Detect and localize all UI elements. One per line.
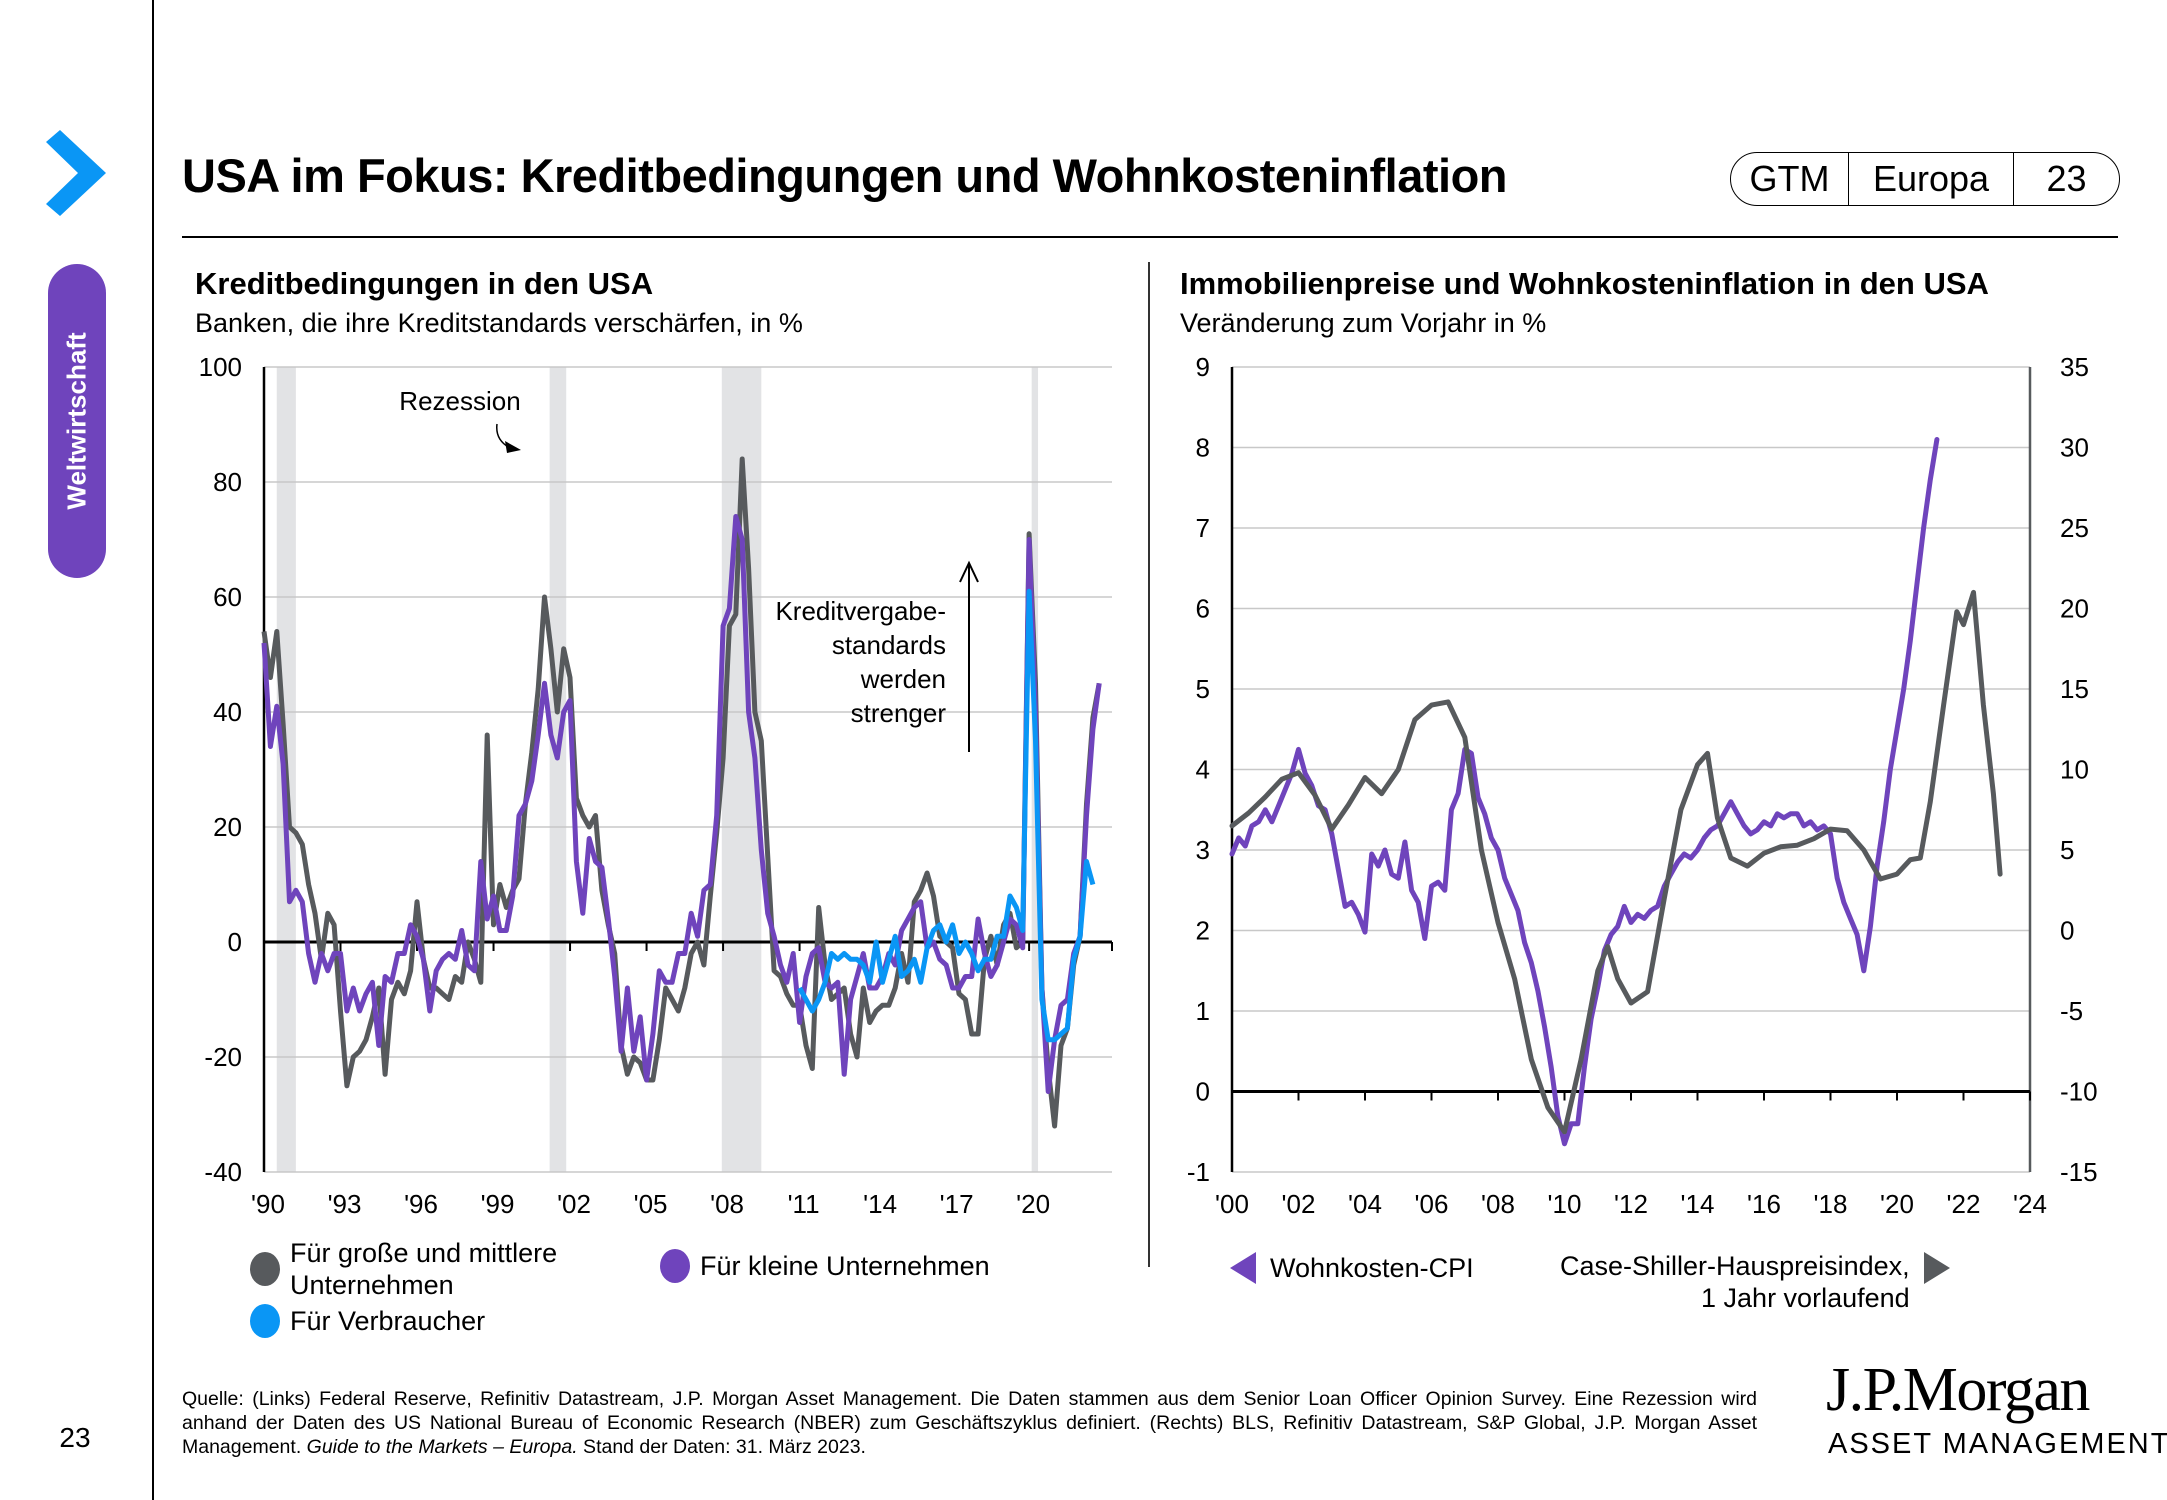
legend-label: Wohnkosten-CPI bbox=[1270, 1253, 1474, 1283]
y-tick-label: -20 bbox=[204, 1042, 242, 1072]
right-chart-subtitle: Veränderung zum Vorjahr in % bbox=[1180, 308, 1547, 338]
chevron-right-icon[interactable] bbox=[40, 128, 112, 218]
legend-item-consumer: Für Verbraucher bbox=[250, 1304, 485, 1338]
y-tick-label: 0 bbox=[228, 927, 242, 957]
legend-label: Case-Shiller-Hauspreisindex, bbox=[1560, 1251, 1910, 1281]
legend-label: 1 Jahr vorlaufend bbox=[1701, 1283, 1910, 1313]
x-tick-label: '93 bbox=[328, 1189, 362, 1219]
title-divider bbox=[182, 236, 2118, 238]
y-tick-label: -40 bbox=[204, 1157, 242, 1187]
x-tick-label: '02 bbox=[557, 1189, 591, 1219]
chart-divider bbox=[1148, 262, 1150, 1267]
x-tick-label: '05 bbox=[634, 1189, 668, 1219]
triangle-right-icon bbox=[1923, 1252, 1950, 1284]
legend-label: Unternehmen bbox=[290, 1270, 454, 1300]
footnote-date: Stand der Daten: 31. März 2023. bbox=[577, 1436, 866, 1458]
tightening-annotation: Kreditvergabe-standards werden strenger bbox=[775, 596, 946, 728]
left-chart-subtitle: Banken, die ihre Kreditstandards verschä… bbox=[195, 308, 803, 338]
y-tick-label: 40 bbox=[213, 697, 242, 727]
pill-gtm: GTM bbox=[1731, 153, 1849, 205]
y-tick-label: 100 bbox=[199, 352, 242, 382]
legend-dot-icon bbox=[250, 1304, 280, 1338]
asset-management-logo: ASSET MANAGEMENT bbox=[1828, 1428, 2167, 1460]
recession-arrowhead-icon bbox=[505, 441, 521, 453]
legend-dot-icon bbox=[660, 1249, 690, 1283]
sidebar-divider bbox=[152, 0, 154, 1500]
jpmorgan-logo: J.P.Morgan bbox=[1826, 1356, 2090, 1424]
legend-item-small: Für kleine Unternehmen bbox=[660, 1249, 990, 1283]
section-tab-weltwirtschaft[interactable]: Weltwirtschaft bbox=[48, 264, 106, 578]
annotation-line: standards bbox=[832, 630, 946, 660]
right-chart-title: Immobilienpreise und Wohnkosteninflation… bbox=[1180, 266, 1989, 301]
series-line-für-große-und-mittlere-unternehmen bbox=[261, 456, 1102, 1129]
gtm-pill: GTM Europa 23 bbox=[1730, 152, 2120, 206]
x-tick-label: '14 bbox=[863, 1189, 897, 1219]
series-line-für-verbraucher bbox=[797, 588, 1096, 1043]
annotation-line: Kreditvergabe- bbox=[775, 596, 946, 626]
legend-label: Für Verbraucher bbox=[290, 1306, 486, 1336]
legend-item-shelter-cpi: Wohnkosten-CPI bbox=[1228, 1250, 1474, 1286]
x-tick-label: '90 bbox=[251, 1189, 285, 1219]
footnote-text: Quelle: (Links) Federal Reserve, Refinit… bbox=[182, 1388, 1757, 1458]
annotation-line: werden bbox=[860, 664, 946, 694]
legend-item-large-mid: Für große und mittlere Unternehmen bbox=[250, 1237, 557, 1301]
series-line-für-kleine-unternehmen bbox=[261, 514, 1102, 1094]
x-tick-label: '17 bbox=[940, 1189, 974, 1219]
page-title: USA im Fokus: Kreditbedingungen und Wohn… bbox=[182, 149, 1508, 202]
x-tick-label: '20 bbox=[1016, 1189, 1050, 1219]
pill-region: Europa bbox=[1849, 153, 2014, 205]
x-tick-label: '99 bbox=[481, 1189, 515, 1219]
x-tick-label: '11 bbox=[788, 1189, 820, 1219]
y-tick-label: 60 bbox=[213, 582, 242, 612]
y-tick-label: 20 bbox=[213, 812, 242, 842]
source-footnote: Quelle: (Links) Federal Reserve, Refinit… bbox=[182, 1387, 1757, 1459]
y-tick-label: 80 bbox=[213, 467, 242, 497]
x-tick-label: '96 bbox=[404, 1189, 438, 1219]
page-number: 23 bbox=[59, 1422, 91, 1453]
annotation-line: strenger bbox=[851, 698, 947, 728]
legend-label: Für kleine Unternehmen bbox=[700, 1251, 990, 1281]
x-tick-label: '08 bbox=[710, 1189, 744, 1219]
triangle-left-icon bbox=[1230, 1252, 1256, 1284]
recession-annotation: Rezession bbox=[399, 386, 520, 416]
footnote-italic: Guide to the Markets – Europa. bbox=[306, 1436, 578, 1458]
left-chart-title: Kreditbedingungen in den USA bbox=[195, 266, 654, 301]
pill-page: 23 bbox=[2046, 158, 2087, 199]
legend-dot-icon bbox=[250, 1252, 280, 1286]
legend-label: Für große und mittlere bbox=[290, 1238, 558, 1268]
recession-band bbox=[549, 367, 567, 1172]
up-arrowhead-icon bbox=[959, 560, 979, 583]
legend-item-case-shiller: Case-Shiller-Hauspreisindex, 1 Jahr vorl… bbox=[1560, 1250, 1952, 1314]
